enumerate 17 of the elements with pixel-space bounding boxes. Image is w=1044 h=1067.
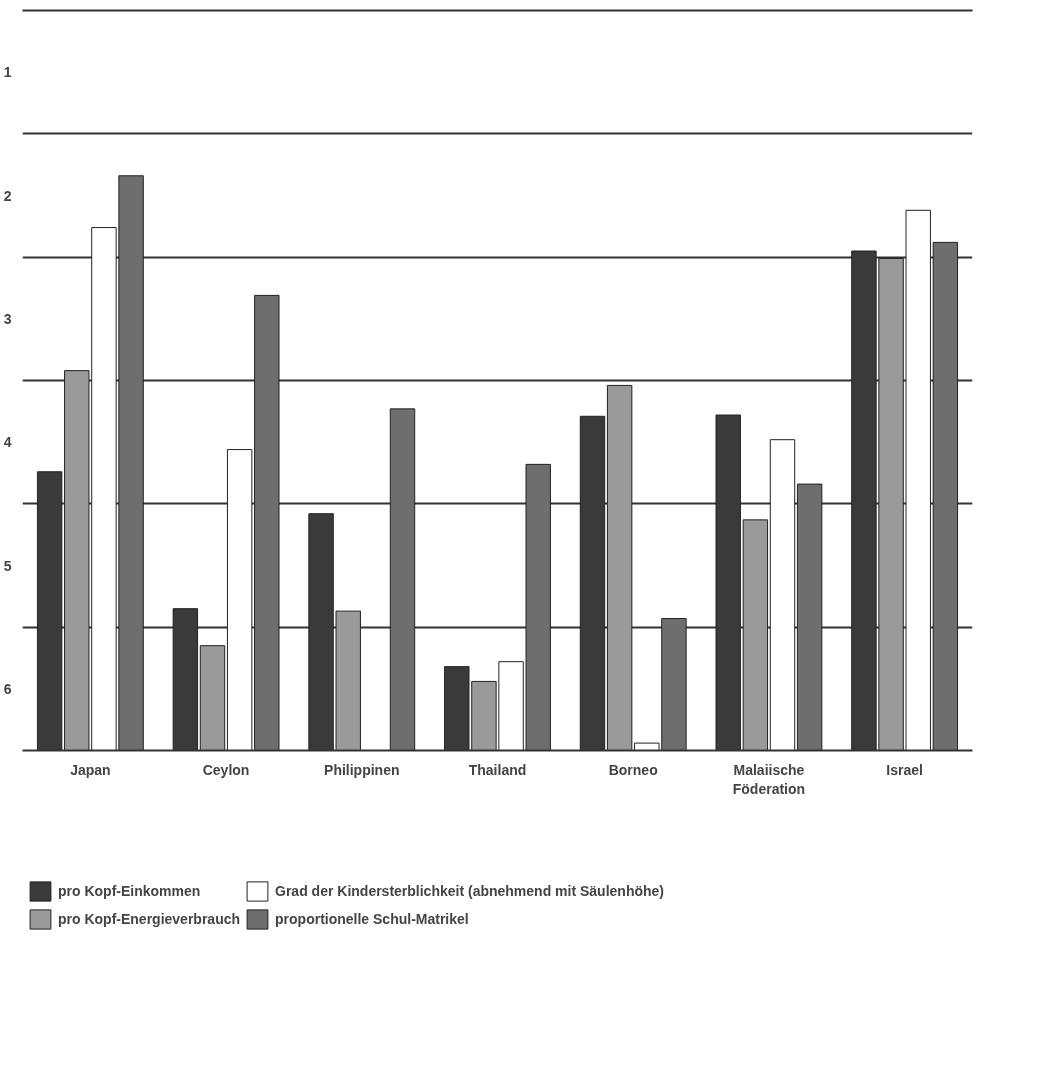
y-tick-label: 3 (3, 310, 12, 327)
legend-label: Grad der Kindersterblichkeit (abnehmend mit Säulenhöhe) (275, 882, 664, 899)
x-tick-label: Japan (70, 761, 111, 778)
y-tick-label: 4 (3, 434, 12, 451)
legend-label: pro Kopf-Energieverbrauch (58, 910, 241, 927)
y-tick-label: 6 (3, 680, 12, 697)
x-tick-label: Philippinen (324, 761, 400, 778)
y-tick-label: 2 (3, 187, 12, 204)
legend-label: pro Kopf-Einkommen (58, 882, 201, 899)
legend-label: proportionelle Schul-Matrikel (275, 910, 469, 927)
x-tick-label: Malaiische Föderation (732, 761, 806, 797)
x-tick-label: Borneo (608, 761, 658, 778)
y-tick-label: 5 (3, 557, 12, 574)
x-tick-label: Israel (886, 761, 923, 778)
y-tick-label: 1 (3, 64, 12, 81)
x-tick-label: Thailand (468, 761, 527, 778)
x-tick-label: Ceylon (202, 761, 250, 778)
